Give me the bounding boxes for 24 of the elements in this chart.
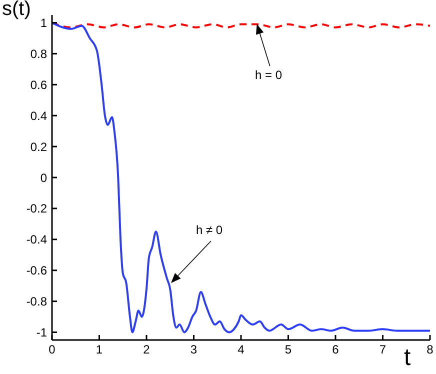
x-tick-label: 8	[426, 342, 434, 357]
y-tick-label: -0.8	[26, 294, 48, 309]
y-tick-label: -0.2	[26, 202, 48, 216]
y-tick-label: -1	[36, 326, 48, 340]
x-tick-label: 7	[379, 342, 386, 357]
x-tick-label: 4	[238, 342, 245, 357]
y-axis-title: s(t)	[2, 0, 31, 21]
y-tick-label: 0	[40, 170, 48, 185]
x-tick-label: 2	[143, 342, 150, 357]
annotation: h = 0	[255, 68, 282, 82]
y-tick-label: 0.4	[30, 108, 48, 123]
x-tick-label: 6	[332, 342, 340, 357]
annotation: h ≠ 0	[196, 223, 223, 237]
x-axis-title: t	[404, 344, 411, 372]
line-series	[52, 22, 430, 334]
x-tick-label: 1	[96, 342, 103, 357]
y-tick-label: 0.6	[30, 78, 48, 92]
y-tick-label: -0.6	[26, 264, 48, 278]
y-tick-label: 0.2	[30, 140, 48, 154]
y-tick-label: -0.4	[26, 232, 48, 247]
x-tick-label: 3	[190, 342, 198, 357]
y-tick-label: 1	[40, 16, 48, 30]
x-tick-label: 5	[284, 342, 292, 357]
y-tick-label: 0.8	[30, 46, 48, 61]
